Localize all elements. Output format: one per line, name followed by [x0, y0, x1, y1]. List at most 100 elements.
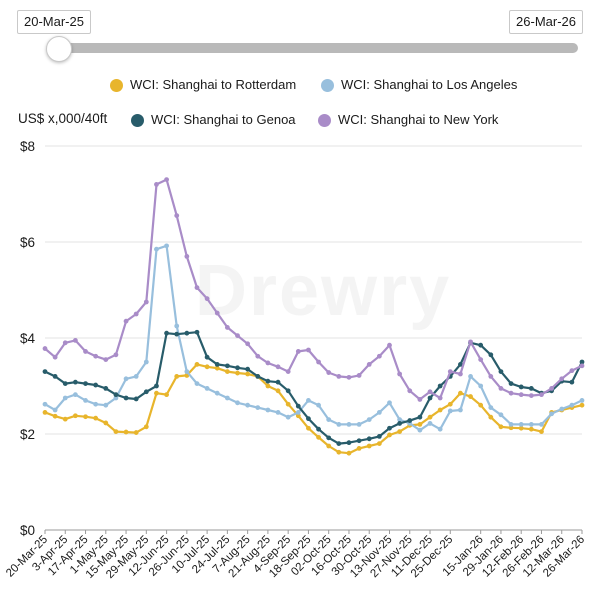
data-point — [265, 407, 271, 413]
legend-item-rotterdam[interactable]: WCI: Shanghai to Rotterdam — [110, 76, 296, 94]
data-point — [528, 422, 534, 427]
y-tick-label: $8 — [20, 139, 35, 154]
data-point — [275, 388, 281, 394]
range-start-date[interactable]: 20-Mar-25 — [17, 10, 91, 34]
data-point — [245, 341, 251, 347]
legend-item-genoa[interactable]: WCI: Shanghai to Genoa — [131, 111, 296, 129]
data-point — [255, 374, 261, 379]
data-point — [103, 420, 109, 426]
data-point — [235, 365, 240, 371]
data-point — [194, 362, 200, 367]
data-point — [52, 354, 58, 360]
data-point — [356, 438, 362, 444]
data-point — [468, 394, 473, 399]
legend-item-los-angeles[interactable]: WCI: Shanghai to Los Angeles — [321, 76, 517, 94]
data-point — [508, 425, 514, 431]
data-point — [245, 366, 251, 372]
data-point — [306, 347, 311, 353]
data-point — [52, 374, 58, 379]
data-point — [42, 401, 48, 407]
data-point — [326, 435, 332, 441]
data-point — [235, 370, 240, 376]
data-point — [214, 362, 220, 367]
data-point — [214, 365, 220, 371]
data-point — [133, 374, 139, 379]
data-point — [143, 359, 149, 365]
data-point — [518, 392, 524, 398]
data-point — [387, 400, 392, 406]
data-point — [346, 422, 352, 427]
data-point — [123, 395, 129, 401]
data-point — [468, 339, 473, 345]
data-point — [306, 425, 311, 431]
data-point — [458, 390, 463, 396]
data-point — [285, 369, 291, 374]
data-point — [356, 446, 362, 451]
data-point — [579, 398, 585, 403]
data-point — [275, 379, 281, 385]
data-point — [214, 390, 220, 396]
data-point — [295, 349, 301, 354]
data-point — [83, 414, 88, 420]
data-point — [528, 386, 534, 391]
data-point — [224, 363, 230, 369]
range-slider-handle[interactable] — [46, 36, 72, 62]
data-point — [387, 432, 392, 438]
data-point — [123, 429, 129, 435]
data-point — [295, 413, 301, 419]
data-point — [579, 402, 585, 408]
data-point — [376, 441, 382, 446]
data-point — [265, 378, 271, 384]
data-point — [174, 331, 180, 337]
data-point — [224, 395, 230, 401]
data-point — [316, 402, 321, 408]
data-point — [316, 426, 321, 432]
series-line-4 — [44, 178, 583, 401]
data-point — [417, 427, 423, 433]
data-point — [376, 434, 382, 439]
data-point — [447, 369, 453, 374]
data-point — [93, 353, 99, 359]
data-point — [397, 429, 403, 434]
data-point — [498, 424, 504, 430]
data-point — [255, 353, 261, 359]
data-point — [285, 401, 291, 407]
data-point — [397, 371, 403, 377]
data-point — [245, 371, 251, 377]
data-point — [224, 369, 230, 374]
data-point — [316, 359, 321, 365]
data-point — [397, 421, 403, 426]
range-end-date[interactable]: 26-Mar-26 — [509, 10, 583, 34]
legend-dot-icon — [131, 113, 144, 127]
data-point — [184, 369, 190, 374]
data-point — [569, 402, 575, 408]
data-point — [52, 407, 58, 413]
data-point — [336, 422, 342, 427]
range-slider-track[interactable] — [47, 43, 578, 53]
data-point — [549, 386, 555, 391]
data-point — [164, 392, 169, 398]
data-point — [62, 395, 68, 401]
data-point — [214, 310, 220, 316]
data-point — [488, 405, 494, 410]
data-point — [407, 418, 413, 423]
data-point — [224, 325, 230, 330]
data-point — [458, 407, 463, 413]
data-point — [184, 330, 190, 336]
data-point — [83, 381, 88, 386]
data-point — [417, 414, 423, 420]
data-point — [123, 376, 129, 382]
data-point — [488, 374, 494, 379]
legend-item-new-york[interactable]: WCI: Shanghai to New York — [318, 111, 498, 129]
data-point — [447, 408, 453, 414]
data-point — [133, 396, 139, 402]
data-point — [123, 318, 129, 324]
legend-label: WCI: Shanghai to Los Angeles — [341, 77, 518, 92]
data-point — [376, 410, 382, 415]
data-point — [366, 417, 372, 422]
data-point — [346, 440, 352, 446]
data-point — [528, 426, 534, 432]
data-point — [275, 364, 281, 370]
data-point — [427, 395, 433, 401]
data-point — [478, 383, 484, 389]
